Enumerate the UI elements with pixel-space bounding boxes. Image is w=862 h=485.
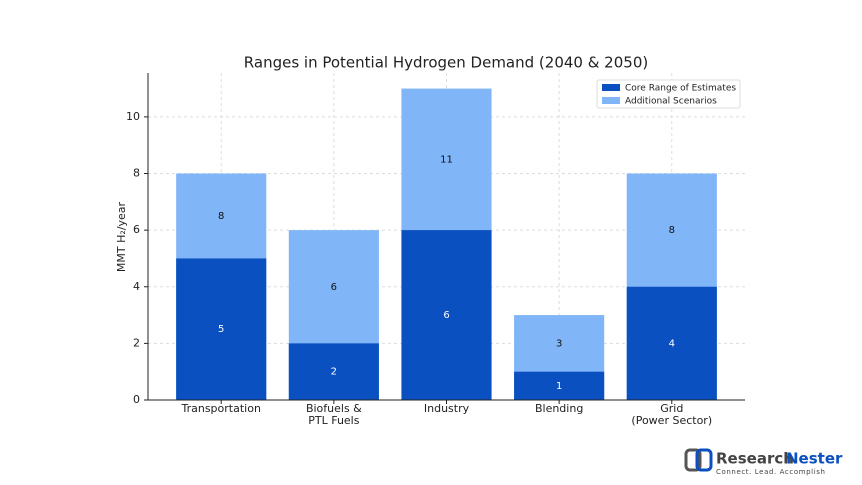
- legend-swatch: [602, 97, 620, 104]
- data-label: 4: [669, 338, 675, 349]
- data-label: 2: [331, 367, 337, 378]
- legend-label: Core Range of Estimates: [625, 84, 736, 94]
- data-label: 3: [556, 338, 562, 349]
- x-tick-label: Industry: [424, 402, 470, 415]
- data-label: 6: [443, 310, 449, 321]
- bar: [288, 343, 379, 400]
- legend-box: [596, 79, 741, 109]
- legend-swatch: [602, 84, 620, 91]
- data-label: 6: [331, 282, 337, 293]
- logo-brand: Research: [716, 450, 794, 468]
- logo-icon: [684, 448, 702, 472]
- y-tick-label: 10: [126, 110, 140, 123]
- legend-label: Additional Scenarios: [625, 97, 717, 107]
- x-tick-label: Blending: [535, 402, 583, 415]
- x-tick-label: Grid (Power Sector): [631, 402, 712, 427]
- bar: [514, 371, 605, 400]
- data-label: 11: [440, 154, 453, 165]
- logo-brand: Nester: [786, 450, 843, 468]
- y-axis-label: MMT H₂/year: [115, 201, 128, 272]
- data-label: 8: [669, 225, 675, 236]
- y-tick-label: 0: [133, 393, 140, 406]
- logo: Research Nester Connect. Lead. Accomplis…: [684, 448, 843, 476]
- logo-icon: [695, 448, 713, 472]
- data-label: 8: [218, 211, 224, 222]
- y-tick-label: 4: [133, 280, 140, 293]
- bar: [176, 258, 267, 400]
- data-label: 1: [556, 381, 562, 392]
- x-tick-label: Biofuels & PTL Fuels: [306, 402, 362, 427]
- data-label: 5: [218, 324, 224, 335]
- x-tick-label: Transportation: [180, 402, 260, 415]
- y-tick-label: 2: [133, 336, 140, 349]
- bar: [626, 286, 717, 400]
- chart-title: Ranges in Potential Hydrogen Demand (204…: [244, 54, 648, 72]
- bar: [401, 230, 492, 400]
- logo-tagline: Connect. Lead. Accomplish: [716, 468, 826, 476]
- y-tick-label: 8: [133, 167, 140, 180]
- y-tick-label: 6: [133, 223, 140, 236]
